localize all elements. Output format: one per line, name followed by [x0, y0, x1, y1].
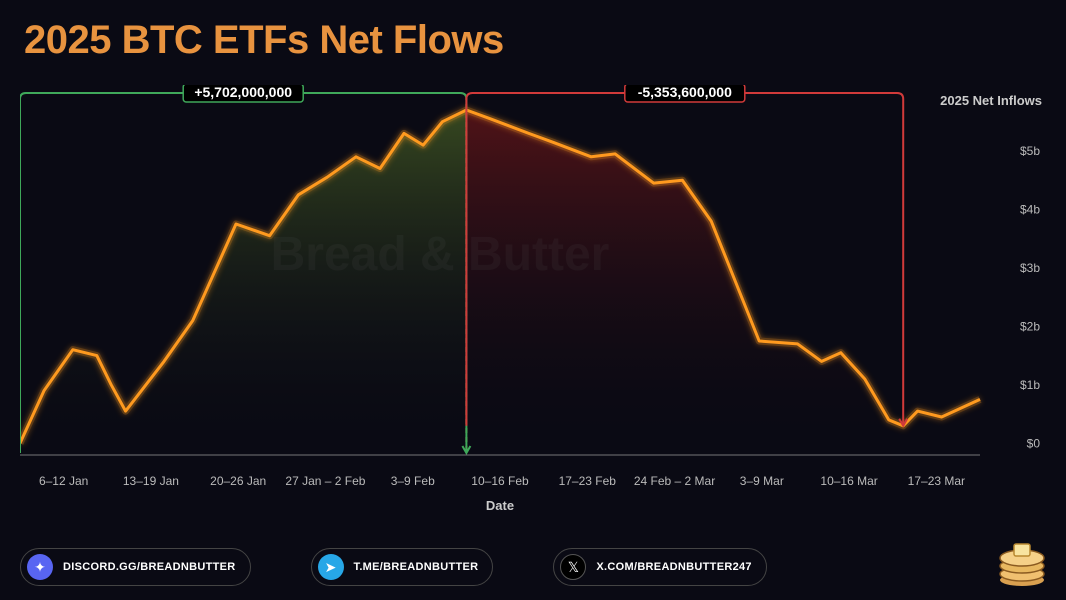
x-icon: 𝕏 — [560, 554, 586, 580]
social-discord[interactable]: ✦ DISCORD.GG/BREADNBUTTER — [20, 548, 251, 586]
svg-text:24 Feb – 2 Mar: 24 Feb – 2 Mar — [634, 474, 715, 488]
svg-text:13–19 Jan: 13–19 Jan — [123, 474, 179, 488]
svg-text:$1b: $1b — [1020, 378, 1040, 392]
discord-icon: ✦ — [27, 554, 53, 580]
page-title: 2025 BTC ETFs Net Flows — [24, 18, 504, 63]
x-ticks: 6–12 Jan 13–19 Jan 20–26 Jan 27 Jan – 2 Feb… — [39, 474, 965, 488]
svg-text:$2b: $2b — [1020, 319, 1040, 333]
svg-text:17–23 Feb: 17–23 Feb — [559, 474, 617, 488]
svg-text:6–12 Jan: 6–12 Jan — [39, 474, 88, 488]
chart-container: Bread & Butter 6–12 Jan 13–19 Jan 20–26 Ja… — [20, 85, 1046, 515]
svg-text:10–16 Mar: 10–16 Mar — [820, 474, 877, 488]
social-telegram[interactable]: ➤ T.ME/BREADNBUTTER — [311, 548, 494, 586]
social-label: DISCORD.GG/BREADNBUTTER — [63, 561, 236, 573]
y-axis-label: 2025 Net Inflows — [940, 93, 1042, 108]
svg-text:3–9 Feb: 3–9 Feb — [391, 474, 435, 488]
telegram-icon: ➤ — [318, 554, 344, 580]
svg-text:20–26 Jan: 20–26 Jan — [210, 474, 266, 488]
svg-text:$4b: $4b — [1020, 202, 1040, 216]
y-ticks: $0 $1b $2b $3b $4b $5b — [1020, 144, 1040, 450]
x-axis-label: Date — [486, 498, 514, 513]
social-label: T.ME/BREADNBUTTER — [354, 561, 479, 573]
svg-text:3–9 Mar: 3–9 Mar — [740, 474, 784, 488]
svg-text:$5b: $5b — [1020, 144, 1040, 158]
svg-text:-5,353,600,000: -5,353,600,000 — [638, 85, 732, 100]
watermark: Bread & Butter — [271, 228, 610, 281]
chart-svg: Bread & Butter 6–12 Jan 13–19 Jan 20–26 Ja… — [20, 85, 1046, 515]
brand-logo-icon — [992, 532, 1052, 592]
svg-text:$3b: $3b — [1020, 261, 1040, 275]
social-x[interactable]: 𝕏 X.COM/BREADNBUTTER247 — [553, 548, 766, 586]
svg-text:$0: $0 — [1027, 436, 1041, 450]
svg-text:17–23 Mar: 17–23 Mar — [908, 474, 965, 488]
svg-text:27 Jan – 2 Feb: 27 Jan – 2 Feb — [285, 474, 365, 488]
social-label: X.COM/BREADNBUTTER247 — [596, 561, 751, 573]
social-links: ✦ DISCORD.GG/BREADNBUTTER ➤ T.ME/BREADNB… — [20, 548, 767, 586]
svg-text:+5,702,000,000: +5,702,000,000 — [194, 85, 292, 100]
svg-text:10–16 Feb: 10–16 Feb — [471, 474, 529, 488]
